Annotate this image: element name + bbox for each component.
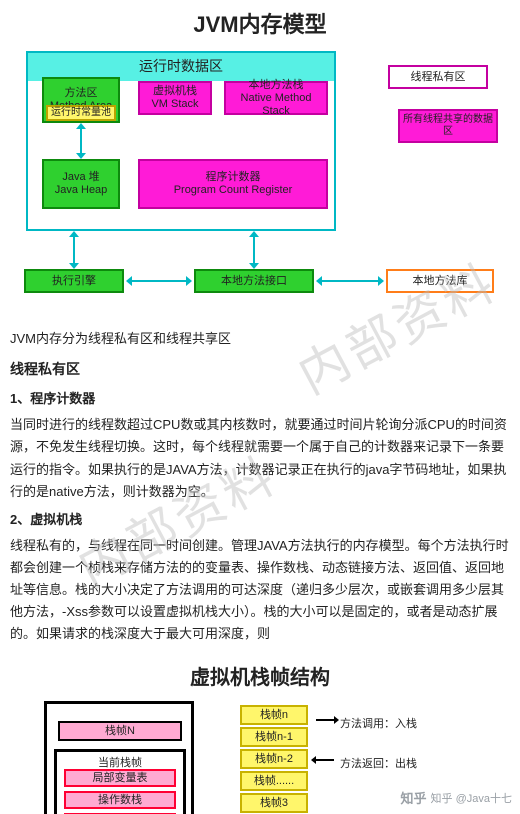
- arrow-method-heap: [80, 129, 82, 153]
- stack-cell-4: 栈帧3: [240, 793, 308, 813]
- native-lib-box: 本地方法库: [386, 269, 494, 293]
- native-iface-label: 本地方法接口: [221, 275, 287, 288]
- thread-shared-label: 所有线程共享的数据区: [400, 114, 496, 138]
- stack-cell-1-label: 栈帧n-1: [255, 728, 293, 747]
- native-stack-zh: 本地方法栈: [249, 79, 304, 92]
- heap-zh: Java 堆: [62, 171, 99, 184]
- method-area-zh: 方法区: [65, 87, 98, 100]
- frame-row-0-label: 局部变量表: [93, 769, 148, 788]
- exec-engine-label: 执行引擎: [52, 275, 96, 288]
- arrow-runtime-iface: [253, 237, 255, 263]
- heading-vmstack: 2、虚拟机栈: [10, 509, 510, 531]
- stack-cell-4-label: 栈帧3: [260, 794, 288, 813]
- para-vmstack: 线程私有的，与线程在同一时间创建。管理JAVA方法执行的内存模型。每个方法执行时…: [10, 535, 510, 645]
- vm-stack-box: 虚拟机栈 VM Stack: [138, 81, 212, 115]
- stack-cell-1: 栈帧n-1: [240, 727, 308, 747]
- attribution: 知乎 知乎 @Java十七: [401, 788, 512, 810]
- stack-cell-0: 栈帧n: [240, 705, 308, 725]
- label-pop: 方法返回：出栈: [340, 755, 417, 774]
- pcr-en: Program Count Register: [174, 184, 293, 197]
- diagram2-title: 虚拟机栈帧结构: [0, 661, 520, 695]
- vm-stack-zh: 虚拟机栈: [153, 85, 197, 98]
- const-pool-box: 运行时常量池: [46, 105, 116, 121]
- thread-shared-box: 所有线程共享的数据区: [398, 109, 498, 143]
- arrow-runtime-engine: [73, 237, 75, 263]
- stack-cell-3: 栈帧......: [240, 771, 308, 791]
- frame-row-1: 操作数栈: [64, 791, 176, 809]
- heap-box: Java 堆 Java Heap: [42, 159, 120, 209]
- pcr-box: 程序计数器 Program Count Register: [138, 159, 328, 209]
- heading-pcr: 1、程序计数器: [10, 388, 510, 410]
- thread-private-box: 线程私有区: [388, 65, 488, 89]
- article-body: JVM内存分为线程私有区和线程共享区 线程私有区 1、程序计数器 当同时进行的线…: [0, 322, 520, 651]
- intro-text: JVM内存分为线程私有区和线程共享区: [10, 328, 510, 350]
- diagram1-title: JVM内存模型: [0, 0, 520, 47]
- para-pcr: 当同时进行的线程数超过CPU数或其内核数时，就要通过时间片轮询分派CPU的时间资…: [10, 414, 510, 502]
- diagram1: 运行时数据区 方法区 Method Area 运行时常量池 虚拟机栈 VM St…: [0, 47, 520, 322]
- vm-stack-en: VM Stack: [151, 98, 198, 111]
- native-stack-en: Native Method Stack: [226, 92, 326, 118]
- thread-private-label: 线程私有区: [411, 71, 466, 84]
- attribution-text: 知乎 @Java十七: [431, 790, 512, 809]
- stack-frame-n: 栈帧N: [58, 721, 182, 741]
- stack-cell-2: 栈帧n-2: [240, 749, 308, 769]
- native-iface-box: 本地方法接口: [194, 269, 314, 293]
- label-push: 方法调用：入栈: [340, 715, 417, 734]
- heap-en: Java Heap: [55, 184, 108, 197]
- stack-frame-n-label: 栈帧N: [105, 722, 135, 741]
- exec-engine-box: 执行引擎: [24, 269, 124, 293]
- frame-row-1-label: 操作数栈: [98, 791, 142, 810]
- native-stack-box: 本地方法栈 Native Method Stack: [224, 81, 328, 115]
- native-lib-label: 本地方法库: [413, 275, 468, 288]
- stack-cell-3-label: 栈帧......: [254, 772, 294, 791]
- arrow-push: [316, 719, 334, 721]
- stack-cell-2-label: 栈帧n-2: [255, 750, 293, 769]
- arrow-iface-lib: [322, 280, 378, 282]
- arrow-engine-iface: [132, 280, 186, 282]
- pcr-zh: 程序计数器: [206, 171, 261, 184]
- heading-private: 线程私有区: [10, 358, 510, 382]
- frame-row-0: 局部变量表: [64, 769, 176, 787]
- zhihu-icon: 知乎: [401, 788, 427, 810]
- const-pool-label: 运行时常量池: [51, 107, 111, 119]
- stack-cell-0-label: 栈帧n: [260, 706, 288, 725]
- arrow-pop: [316, 759, 334, 761]
